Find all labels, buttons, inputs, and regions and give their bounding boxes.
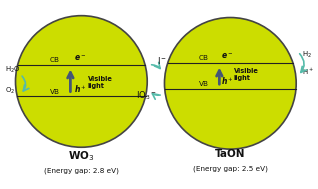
Text: Visible
light: Visible light	[88, 76, 113, 89]
Text: (Energy gap: 2.8 eV): (Energy gap: 2.8 eV)	[44, 168, 119, 174]
Text: I$^-$: I$^-$	[157, 55, 167, 66]
Text: H$^+$: H$^+$	[302, 67, 314, 77]
Text: (Energy gap: 2.5 eV): (Energy gap: 2.5 eV)	[193, 166, 268, 172]
Text: TaON: TaON	[215, 149, 245, 159]
Ellipse shape	[164, 18, 296, 149]
Text: O$_2$: O$_2$	[4, 86, 15, 96]
Text: CB: CB	[199, 55, 209, 61]
Text: IO$_3$$^-$: IO$_3$$^-$	[136, 89, 157, 102]
Text: h$^+$: h$^+$	[221, 76, 233, 88]
Text: VB: VB	[50, 89, 60, 95]
Text: WO$_3$: WO$_3$	[68, 149, 94, 163]
Text: CB: CB	[50, 57, 60, 63]
Text: e$^-$: e$^-$	[73, 54, 86, 63]
Ellipse shape	[16, 16, 147, 147]
Text: H$_2$O: H$_2$O	[4, 65, 20, 75]
Text: e$^-$: e$^-$	[221, 52, 233, 61]
Text: h$^+$: h$^+$	[73, 83, 86, 95]
Text: H$_2$: H$_2$	[302, 50, 312, 60]
Text: Visible
light: Visible light	[233, 67, 258, 81]
Text: VB: VB	[199, 81, 209, 88]
